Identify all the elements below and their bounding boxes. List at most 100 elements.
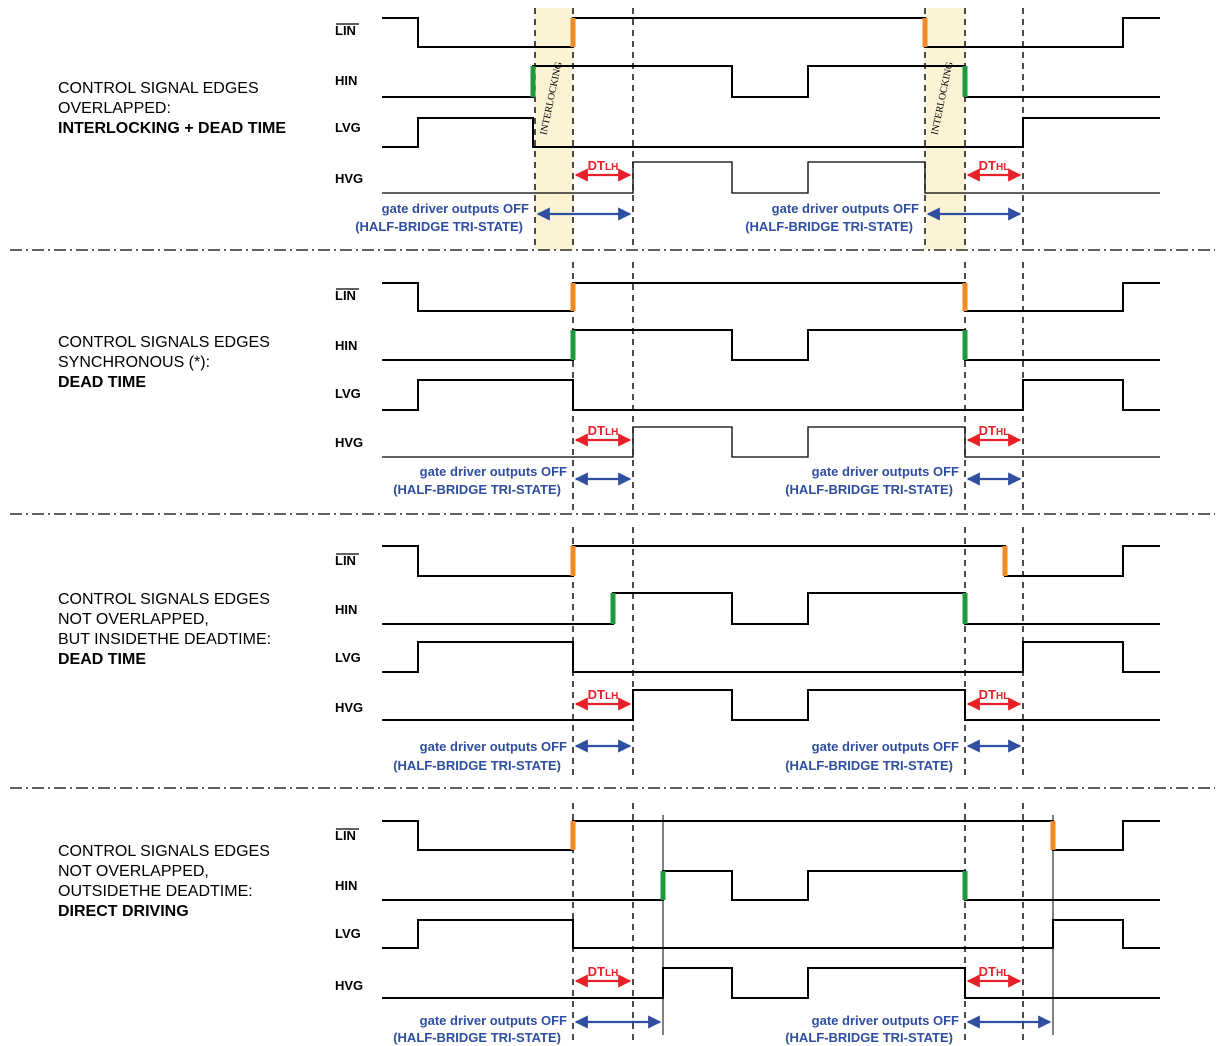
gate-off-label-line2: (HALF-BRIDGE TRI-STATE)	[355, 219, 523, 234]
dead-time-label-main: DT	[979, 423, 996, 438]
lin-edge-marker	[1050, 821, 1056, 850]
signal-label-hin: HIN	[335, 602, 357, 617]
signal-label-hvg: HVG	[335, 171, 363, 186]
signal-label-lvg: LVG	[335, 650, 361, 665]
section-mode-label: INTERLOCKING + DEAD TIME	[58, 120, 286, 137]
lin-waveform	[382, 282, 1160, 312]
gate-off-label-line2: (HALF-BRIDGE TRI-STATE)	[785, 758, 953, 773]
dead-time-label: DTHL	[979, 687, 1010, 702]
lin-waveform	[382, 820, 1160, 851]
text-layer: INTERLOCKING INTERLOCKINGLINHINLVGHVGCONT…	[58, 23, 1009, 1045]
hvg-waveform	[382, 689, 1160, 721]
dead-time-label: DTLH	[588, 423, 619, 438]
hin-edge-marker	[962, 871, 968, 900]
section-description-line: CONTROL SIGNALS EDGES	[58, 591, 270, 608]
gate-off-label-line2: (HALF-BRIDGE TRI-STATE)	[745, 219, 913, 234]
dead-time-label-main: DT	[588, 687, 605, 702]
lvg-waveform	[382, 919, 1160, 949]
section-mode-label: DEAD TIME	[58, 374, 146, 391]
dead-time-label-sub: LH	[605, 968, 618, 979]
signal-label-lvg: LVG	[335, 120, 361, 135]
hin-edge-marker	[962, 593, 968, 624]
gate-off-label-line1: gate driver outputs OFF	[812, 1013, 959, 1028]
signal-label-hin: HIN	[335, 73, 357, 88]
dead-time-label-main: DT	[979, 964, 996, 979]
signal-label-hvg: HVG	[335, 435, 363, 450]
dead-time-label: DTHL	[979, 964, 1010, 979]
signal-label-hvg: HVG	[335, 700, 363, 715]
hin-waveform	[382, 65, 1160, 98]
gate-off-label-line1: gate driver outputs OFF	[420, 464, 567, 479]
gate-off-label-line1: gate driver outputs OFF	[812, 464, 959, 479]
section-description-line: CONTROL SIGNAL EDGES	[58, 80, 259, 97]
hin-waveform	[382, 870, 1160, 901]
signal-label-hvg: HVG	[335, 978, 363, 993]
dead-time-label-main: DT	[979, 687, 996, 702]
hin-waveform	[382, 329, 1160, 361]
signal-label-lvg: LVG	[335, 386, 361, 401]
dead-time-label: DTLH	[588, 687, 619, 702]
section-description-line: OUTSIDETHE DEADTIME:	[58, 883, 253, 900]
section-mode-label: DEAD TIME	[58, 651, 146, 668]
gate-off-label-line2: (HALF-BRIDGE TRI-STATE)	[393, 482, 561, 497]
annotations-layer	[536, 168, 1052, 1029]
dead-time-label-main: DT	[979, 158, 996, 173]
signal-label-lin: LIN	[335, 828, 356, 843]
gate-off-label-line1: gate driver outputs OFF	[812, 739, 959, 754]
waveforms-layer	[382, 17, 1160, 999]
signal-label-lin: LIN	[335, 23, 356, 38]
section-description-line: OVERLAPPED:	[58, 100, 171, 117]
lin-edge-marker	[570, 546, 576, 576]
hin-edge-marker	[570, 330, 576, 360]
lin-edge-marker	[922, 18, 928, 47]
lvg-waveform	[382, 641, 1160, 673]
dead-time-label-sub: LH	[605, 691, 618, 702]
signal-label-lvg: LVG	[335, 926, 361, 941]
lvg-waveform	[382, 117, 1160, 148]
gate-off-label-line2: (HALF-BRIDGE TRI-STATE)	[393, 758, 561, 773]
dead-time-label: DTLH	[588, 964, 619, 979]
lin-edge-marker	[570, 283, 576, 311]
gate-off-label-line1: gate driver outputs OFF	[420, 1013, 567, 1028]
dead-time-label-sub: HL	[996, 427, 1009, 438]
lin-edge-marker	[962, 283, 968, 311]
hin-edge-marker	[660, 871, 666, 900]
hin-waveform	[382, 592, 1160, 625]
hin-edge-marker	[610, 593, 616, 624]
hvg-waveform	[382, 161, 1160, 194]
edge-markers-layer	[530, 18, 1056, 900]
section-description-line: CONTROL SIGNALS EDGES	[58, 843, 270, 860]
gate-off-label-line1: gate driver outputs OFF	[420, 739, 567, 754]
dead-time-label: DTHL	[979, 423, 1010, 438]
section-mode-label: DIRECT DRIVING	[58, 903, 189, 920]
hvg-waveform	[382, 967, 1160, 999]
section-description-line: NOT OVERLAPPED,	[58, 863, 209, 880]
signal-label-hin: HIN	[335, 338, 357, 353]
lin-edge-marker	[1002, 546, 1008, 576]
lin-waveform	[382, 17, 1160, 48]
section-description-line: NOT OVERLAPPED,	[58, 611, 209, 628]
dead-time-label: DTLH	[588, 158, 619, 173]
dead-time-label-sub: HL	[996, 162, 1009, 173]
dead-time-label-main: DT	[588, 964, 605, 979]
section-description-line: BUT INSIDETHE DEADTIME:	[58, 631, 271, 648]
dead-time-label-sub: LH	[605, 427, 618, 438]
signal-label-lin: LIN	[335, 553, 356, 568]
signal-label-hin: HIN	[335, 878, 357, 893]
gate-off-label-line1: gate driver outputs OFF	[772, 201, 919, 216]
signal-label-lin: LIN	[335, 288, 356, 303]
lin-waveform	[382, 545, 1160, 577]
section-description-line: CONTROL SIGNALS EDGES	[58, 334, 270, 351]
dead-time-label-sub: HL	[996, 968, 1009, 979]
lvg-waveform	[382, 379, 1160, 411]
hvg-waveform	[382, 426, 1160, 458]
gate-off-label-line2: (HALF-BRIDGE TRI-STATE)	[393, 1030, 561, 1045]
dead-time-label-sub: LH	[605, 162, 618, 173]
lin-edge-marker	[570, 821, 576, 850]
hin-edge-marker	[962, 330, 968, 360]
hin-edge-marker	[962, 66, 968, 97]
dead-time-label: DTHL	[979, 158, 1010, 173]
gate-off-label-line2: (HALF-BRIDGE TRI-STATE)	[785, 482, 953, 497]
lin-edge-marker	[570, 18, 576, 47]
